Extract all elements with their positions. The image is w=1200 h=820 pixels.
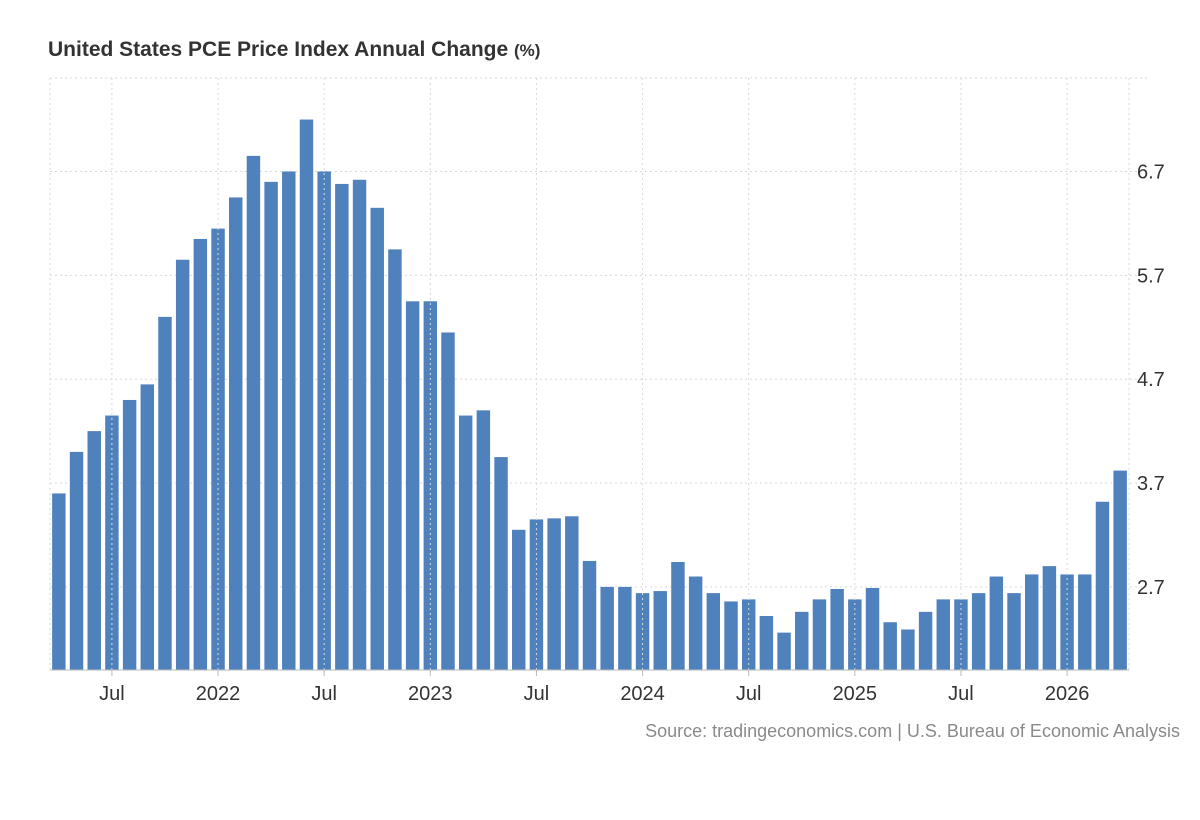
x-tick-label: 2025: [833, 683, 878, 705]
bar: [812, 599, 827, 670]
bar: [759, 615, 774, 670]
bar: [299, 119, 314, 671]
bar: [175, 259, 190, 670]
x-tick-label: Jul: [524, 683, 550, 705]
bar: [158, 316, 172, 670]
bar: [441, 332, 455, 670]
bar: [1095, 501, 1110, 670]
bar: [423, 301, 438, 670]
bar: [724, 601, 738, 670]
bar: [565, 516, 579, 670]
bar: [989, 576, 1004, 670]
bar: [547, 518, 561, 670]
bar: [795, 611, 809, 670]
chart-title: United States PCE Price Index Annual Cha…: [48, 38, 540, 62]
bar: [706, 593, 721, 670]
x-tick-label: Jul: [99, 683, 125, 705]
bar: [264, 181, 278, 671]
bar: [936, 599, 950, 670]
y-tick-label: 4.7: [1137, 369, 1165, 391]
bar: [1078, 574, 1092, 670]
y-tick-label: 3.7: [1137, 473, 1165, 495]
source-note: Source: tradingeconomics.com | U.S. Bure…: [645, 721, 1180, 741]
bar: [335, 183, 349, 670]
y-tick-label: 6.7: [1137, 161, 1165, 183]
x-tick-label: 2023: [408, 683, 453, 705]
bar: [671, 561, 685, 670]
bar: [87, 431, 101, 670]
chart-title-unit: (%): [514, 41, 541, 60]
bar: [512, 529, 526, 670]
chart-title-text: United States PCE Price Index Annual Cha…: [48, 38, 509, 61]
bar: [618, 586, 632, 670]
bar: [52, 493, 66, 670]
bar: [971, 593, 986, 670]
bar: [653, 591, 667, 670]
bar: [582, 560, 597, 670]
bar: [1024, 574, 1039, 670]
x-tick-label: 2022: [196, 683, 241, 705]
bar: [405, 301, 420, 670]
bar: [317, 171, 331, 670]
bar: [458, 415, 473, 670]
bar: [476, 410, 491, 670]
bar: [1007, 593, 1021, 670]
bar: [600, 586, 614, 670]
x-tick-label: Jul: [948, 683, 974, 705]
bar: [1042, 566, 1057, 670]
bar: [1113, 470, 1127, 670]
bar: [865, 587, 880, 670]
bar: [388, 249, 402, 670]
bar: [777, 632, 791, 670]
bar: [688, 576, 703, 670]
bar: [635, 593, 650, 670]
bar: [69, 451, 84, 670]
bar: [282, 171, 296, 670]
bar: [370, 207, 384, 670]
x-tick-label: Jul: [736, 683, 762, 705]
bar: [901, 629, 915, 670]
bar: [246, 155, 261, 670]
x-tick-label: Jul: [311, 683, 337, 705]
bar: [918, 611, 933, 670]
bar: [830, 588, 844, 670]
bar: [105, 415, 119, 670]
x-tick-label: 2024: [620, 683, 665, 705]
bar: [140, 384, 155, 670]
bar: [122, 399, 137, 670]
y-tick-label: 5.7: [1137, 265, 1165, 287]
bar: [883, 622, 897, 670]
bar: [193, 238, 208, 671]
bar: [229, 197, 243, 670]
bar: [1060, 574, 1074, 670]
y-tick-label: 2.7: [1137, 577, 1165, 599]
x-tick-label: 2026: [1045, 683, 1090, 705]
bar: [352, 179, 367, 670]
bar: [494, 457, 508, 670]
